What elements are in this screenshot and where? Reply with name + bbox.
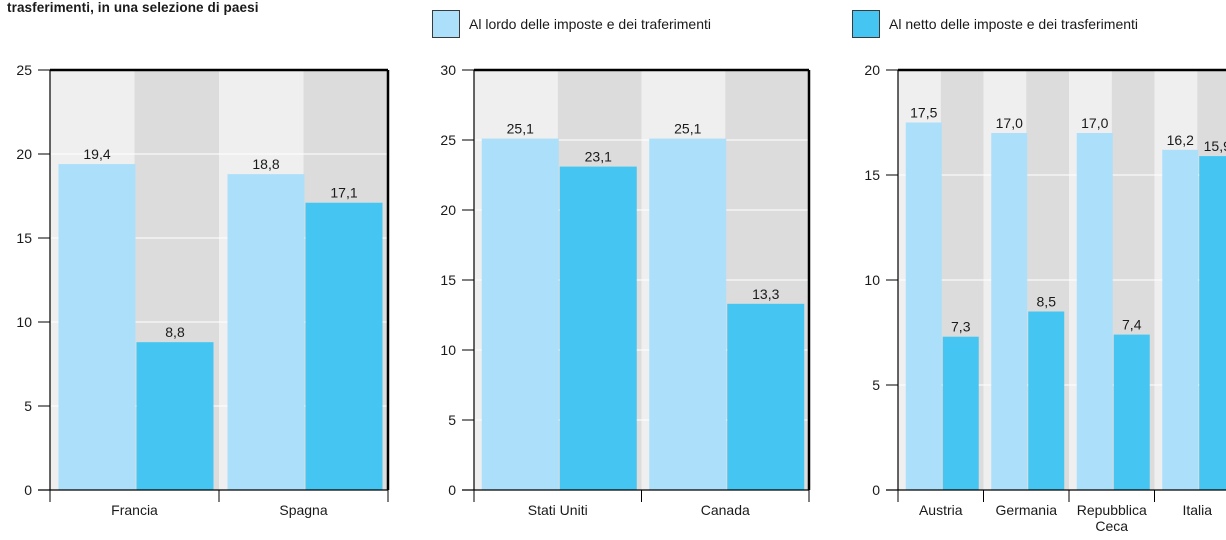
data-label-gross: 25,1 <box>507 121 534 137</box>
bar-net <box>727 303 805 490</box>
bar-gross <box>481 138 559 490</box>
data-label-net: 13,3 <box>752 286 779 302</box>
legend-label-net: Al netto delle imposte e dei trasferimen… <box>889 16 1139 32</box>
chart-panel-1: 19,4 8,8 18,8 17,1 0 5 10 15 20 25 Francia Spagna <box>16 62 390 518</box>
data-label-gross: 17,5 <box>910 105 937 121</box>
data-label-net: 7,3 <box>951 319 971 335</box>
bar-gross <box>649 138 727 490</box>
x-tick-label: Austria <box>919 502 963 518</box>
legend-item-gross: Al lordo delle imposte e dei traferiment… <box>432 8 711 40</box>
y-tick-label: 30 <box>440 62 456 78</box>
data-label-gross: 25,1 <box>674 121 701 137</box>
y-tick-label: 20 <box>864 62 880 78</box>
x-tick-label: Canada <box>701 502 750 518</box>
bar-gross <box>58 164 136 490</box>
bar-net <box>136 342 214 490</box>
bar-net <box>1113 334 1150 490</box>
bar-net <box>559 166 637 490</box>
bar-gross <box>227 174 305 490</box>
bar-net <box>305 202 383 490</box>
y-tick-label: 5 <box>872 377 880 393</box>
y-tick-label: 10 <box>864 272 880 288</box>
legend-label-gross: Al lordo delle imposte e dei traferiment… <box>469 16 712 32</box>
x-tick-label: Germania <box>996 502 1058 518</box>
y-tick-label: 5 <box>24 398 32 414</box>
bar-net <box>1028 311 1065 490</box>
x-tick-label-line: Repubblica <box>1077 502 1147 518</box>
y-tick-label: 15 <box>440 272 456 288</box>
chart-panel-3: 17,5 7,3 17,0 8,5 17,0 7,4 16,2 15,9 0 5 10 15 20 Aus… <box>864 62 1226 534</box>
x-tick-label-line: Ceca <box>1095 518 1128 534</box>
y-tick-label: 20 <box>440 202 456 218</box>
bar-gross <box>1162 149 1199 491</box>
legend-swatch-net <box>852 10 880 38</box>
data-label-net: 7,4 <box>1122 317 1142 333</box>
y-tick-label: 25 <box>16 62 32 78</box>
data-label-net: 23,1 <box>585 149 612 165</box>
y-tick-label: 20 <box>16 146 32 162</box>
bar-net <box>942 336 979 490</box>
bar-gross <box>1076 133 1113 490</box>
data-label-net: 17,1 <box>330 185 357 201</box>
y-tick-label: 15 <box>864 167 880 183</box>
chart-title-fragment: trasferimenti, in una selezione di paesi <box>7 0 259 15</box>
y-tick-label: 10 <box>440 342 456 358</box>
legend-item-net: Al netto delle imposte e dei trasferimen… <box>852 8 1138 40</box>
bar-net <box>1199 156 1226 490</box>
x-tick-label: Italia <box>1182 502 1212 518</box>
y-tick-label: 5 <box>448 412 456 428</box>
data-label-net: 8,8 <box>165 324 185 340</box>
x-tick-label: Stati Uniti <box>528 502 588 518</box>
y-tick-label: 0 <box>448 482 456 498</box>
data-label-gross: 19,4 <box>83 146 110 162</box>
data-label-gross: 17,0 <box>996 115 1023 131</box>
data-label-gross: 16,2 <box>1167 132 1194 148</box>
y-tick-label: 15 <box>16 230 32 246</box>
x-tick-label: Repubblica Ceca <box>1077 502 1147 534</box>
chart-panel-2: 25,1 23,1 25,1 13,3 0 5 10 15 20 25 30 Stati Uniti C… <box>440 62 811 518</box>
data-label-net: 15,9 <box>1204 138 1226 154</box>
y-tick-label: 10 <box>16 314 32 330</box>
data-label-gross: 17,0 <box>1081 115 1108 131</box>
data-label-gross: 18,8 <box>252 156 279 172</box>
y-tick-label: 0 <box>24 482 32 498</box>
y-tick-label: 25 <box>440 132 456 148</box>
x-tick-label: Spagna <box>279 502 327 518</box>
y-tick-label: 0 <box>872 482 880 498</box>
bar-gross <box>905 122 942 490</box>
x-tick-label: Francia <box>111 502 158 518</box>
legend-swatch-gross <box>432 10 460 38</box>
data-label-net: 8,5 <box>1037 294 1057 310</box>
bar-gross <box>991 133 1028 490</box>
